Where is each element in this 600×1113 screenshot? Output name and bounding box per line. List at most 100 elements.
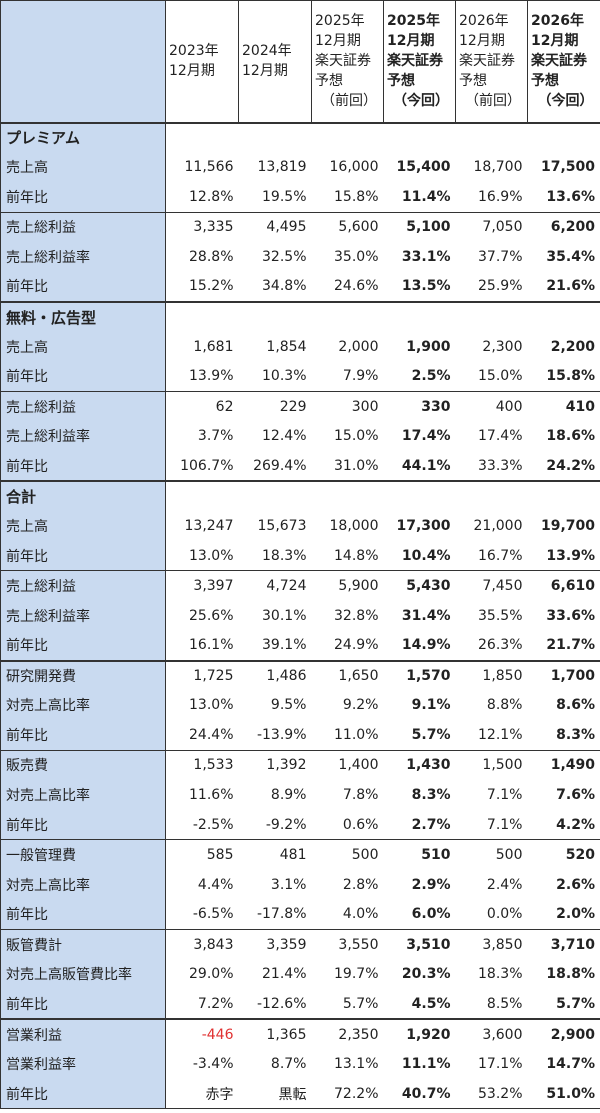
- col-header-line: 12月期: [315, 33, 361, 50]
- col-header-line: 楽天証券: [531, 53, 587, 70]
- table-cell: 26.3%: [478, 637, 523, 654]
- table-cell: 9.5%: [270, 697, 307, 714]
- table-cell: 2.8%: [342, 876, 379, 893]
- col-header-2024: 2024年 12月期: [238, 0, 312, 124]
- table-cell: 72.2%: [311, 1079, 384, 1110]
- row-label: 前年比: [0, 989, 166, 1020]
- table-cell: 1,850: [455, 659, 528, 691]
- table-cell: 13.1%: [334, 1056, 379, 1073]
- table-row: 一般管理費 585 481 500 510 500 520: [0, 839, 600, 870]
- row-label: 売上総利益: [0, 391, 166, 422]
- table-cell: [165, 480, 239, 512]
- table-cell: 7,050: [455, 211, 528, 243]
- col-header-2025-prev: 2025年 12月期 楽天証券 予想 （前回）: [311, 0, 384, 124]
- table-cell: 6,200: [527, 211, 600, 243]
- table-cell: 44.1%: [401, 457, 451, 474]
- table-cell: 18.3%: [262, 547, 307, 564]
- col-header-line: 2026年: [459, 13, 509, 30]
- row-label: 売上総利益率: [0, 421, 166, 452]
- col-header-2026-prev: 2026年 12月期 楽天証券 予想 （前回）: [455, 0, 528, 124]
- table-cell: 229: [238, 391, 312, 422]
- table-cell: 15,400: [396, 159, 451, 176]
- table-cell: -446: [165, 1018, 239, 1050]
- table-cell: 4.2%: [527, 809, 600, 840]
- table-cell: 11.4%: [401, 188, 451, 205]
- row-label: 前年比: [0, 271, 166, 302]
- header-row: 2023年 12月期 2024年 12月期 2025年 12月期 楽天証券 予想…: [0, 0, 600, 124]
- table-cell: 4,495: [238, 211, 312, 243]
- table-cell: -9.2%: [265, 816, 307, 833]
- table-cell: 2,900: [527, 1018, 600, 1050]
- section-header-row: 合計: [0, 480, 600, 512]
- table-row: 売上総利益 62 229 300 330 400 410: [0, 391, 600, 422]
- row-label: 一般管理費: [0, 839, 166, 870]
- table-cell: 520: [527, 839, 600, 870]
- table-cell: 8.7%: [270, 1056, 307, 1073]
- table-cell: 585: [165, 839, 239, 870]
- table-cell: 2.0%: [527, 899, 600, 930]
- col-header-line: 2026年: [531, 13, 584, 30]
- row-label: 売上高: [0, 331, 166, 362]
- table-cell: 5,900: [311, 570, 384, 601]
- table-cell: 0.6%: [342, 816, 379, 833]
- table-cell: [165, 121, 239, 153]
- col-header-line: 2023年: [169, 43, 219, 60]
- table-row: 前年比 赤字 黒転 72.2% 40.7% 53.2% 51.0%: [0, 1079, 600, 1110]
- table-cell: 5.7%: [411, 727, 451, 743]
- table-cell: 53.2%: [455, 1079, 528, 1110]
- table-cell: 5,600: [311, 211, 384, 243]
- row-label: 対売上高比率: [0, 869, 166, 900]
- table-cell: 12.8%: [189, 188, 234, 205]
- table-cell: 13.5%: [401, 278, 451, 295]
- row-label: 前年比: [0, 1079, 166, 1110]
- table-cell: [238, 480, 312, 512]
- table-cell: 1,392: [238, 749, 312, 781]
- table-row: 前年比 -6.5% -17.8% 4.0% 6.0% 0.0% 2.0%: [0, 899, 600, 930]
- table-cell: 24.6%: [334, 278, 379, 295]
- col-header-line: 2025年: [315, 13, 365, 30]
- table-cell: 13,247: [184, 518, 234, 535]
- table-cell: 15.0%: [334, 428, 379, 445]
- table-row: 前年比 24.4% -13.9% 11.0% 5.7% 12.1% 8.3%: [0, 720, 600, 751]
- table-row: 前年比 7.2% -12.6% 5.7% 4.5% 8.5% 5.7%: [0, 989, 600, 1020]
- col-header-line: 2024年: [242, 43, 292, 60]
- table-row: 前年比 15.2% 34.8% 24.6% 13.5% 25.9% 21.6%: [0, 271, 600, 302]
- table-row: 対売上高比率 11.6% 8.9% 7.8% 8.3% 7.1% 7.6%: [0, 780, 600, 810]
- table-cell: 300: [311, 391, 384, 422]
- table-cell: 30.1%: [262, 607, 307, 624]
- table-cell: 15.8%: [334, 188, 379, 205]
- table-row: 売上高 13,247 15,673 18,000 17,300 21,000 19,700: [0, 511, 600, 541]
- section-title: 合計: [0, 480, 166, 512]
- table-cell: 4.0%: [342, 906, 379, 923]
- table-cell: 0.0%: [486, 906, 523, 923]
- table-cell: 11.1%: [401, 1056, 451, 1073]
- table-cell: 3,843: [165, 929, 239, 960]
- table-cell: 1,500: [455, 749, 528, 781]
- table-cell: 7.9%: [342, 368, 379, 385]
- table-cell: 11.6%: [189, 787, 234, 804]
- table-cell: 16.1%: [189, 637, 234, 654]
- table-row: 前年比 -2.5% -9.2% 0.6% 2.7% 7.1% 4.2%: [0, 809, 600, 840]
- col-header-line: （今回）: [537, 93, 594, 110]
- table-cell: 10.3%: [262, 368, 307, 385]
- table-cell: 1,854: [266, 338, 307, 355]
- table-cell: -2.5%: [192, 816, 234, 833]
- row-label: 営業利益: [0, 1018, 166, 1050]
- table-cell: 410: [527, 391, 600, 422]
- table-cell: 6,610: [527, 570, 600, 601]
- table-row: 営業利益率 -3.4% 8.7% 13.1% 11.1% 17.1% 14.7%: [0, 1049, 600, 1079]
- table-cell: 2.9%: [411, 876, 451, 893]
- row-label: 売上総利益: [0, 211, 166, 243]
- table-row: 前年比 13.0% 18.3% 14.8% 10.4% 16.7% 13.9%: [0, 540, 600, 571]
- row-label: 前年比: [0, 809, 166, 840]
- table-cell: 1,900: [406, 338, 451, 355]
- table-row: 前年比 106.7% 269.4% 31.0% 44.1% 33.3% 24.2%: [0, 451, 600, 482]
- row-label: 前年比: [0, 451, 166, 482]
- table-cell: 269.4%: [253, 457, 307, 474]
- table-cell: 21.4%: [262, 966, 307, 983]
- row-label: 前年比: [0, 182, 166, 213]
- table-cell: 赤字: [165, 1079, 239, 1110]
- table-cell: 15,673: [257, 518, 307, 535]
- table-cell: 2.4%: [486, 876, 523, 893]
